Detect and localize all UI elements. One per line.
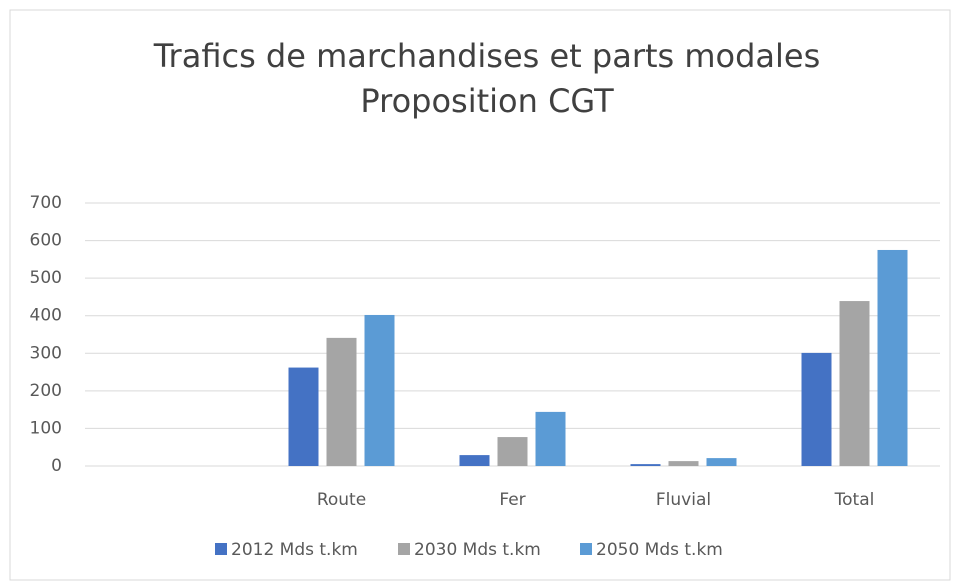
legend-label: 2030 Mds t.km [414, 540, 541, 560]
x-tick-label: Total [834, 490, 875, 510]
legend-swatch [580, 543, 592, 555]
legend-label: 2050 Mds t.km [596, 540, 723, 560]
y-tick-label: 100 [30, 418, 62, 438]
x-tick-label: Fer [499, 490, 525, 510]
bar [326, 337, 357, 466]
chart-title: Trafics de marchandises et parts modales [153, 37, 821, 75]
y-tick-label: 700 [30, 193, 62, 213]
y-tick-label: 0 [51, 456, 62, 476]
bar [839, 301, 870, 466]
y-tick-label: 600 [30, 231, 62, 251]
bar [877, 249, 908, 466]
legend-label: 2012 Mds t.km [231, 540, 358, 560]
y-tick-label: 400 [30, 306, 62, 326]
bar [668, 461, 699, 466]
bar [706, 458, 737, 466]
y-tick-label: 500 [30, 268, 62, 288]
y-tick-label: 200 [30, 381, 62, 401]
legend-swatch [215, 543, 227, 555]
bar [288, 367, 319, 466]
bar [364, 314, 395, 466]
y-tick-label: 300 [30, 343, 62, 363]
bar [630, 464, 661, 466]
legend-swatch [398, 543, 410, 555]
bar [535, 411, 566, 466]
chart-border [9, 9, 951, 581]
x-tick-label: Route [317, 490, 366, 510]
bar [801, 352, 832, 466]
chart-title: Proposition CGT [360, 82, 614, 120]
x-tick-label: Fluvial [656, 490, 711, 510]
bar [497, 437, 528, 466]
bar [459, 455, 490, 466]
